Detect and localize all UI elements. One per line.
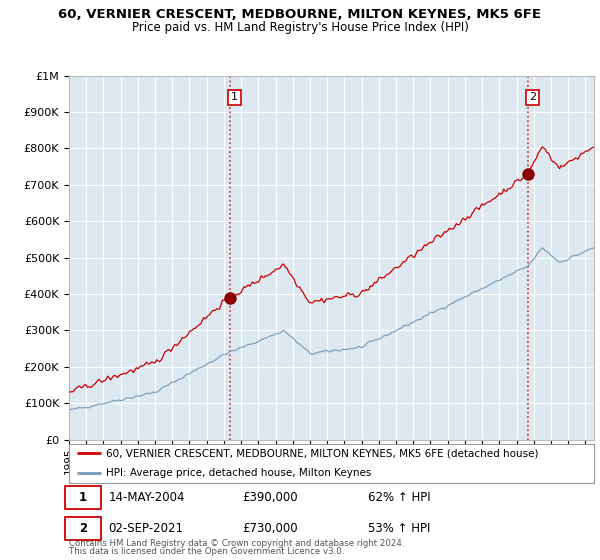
Text: £730,000: £730,000 — [242, 522, 298, 535]
Text: 2: 2 — [529, 92, 536, 102]
Text: 14-MAY-2004: 14-MAY-2004 — [109, 491, 185, 504]
Text: 62% ↑ HPI: 62% ↑ HPI — [368, 491, 431, 504]
Text: 1: 1 — [79, 491, 87, 504]
Text: This data is licensed under the Open Government Licence v3.0.: This data is licensed under the Open Gov… — [69, 547, 344, 556]
Text: £390,000: £390,000 — [242, 491, 298, 504]
Text: 60, VERNIER CRESCENT, MEDBOURNE, MILTON KEYNES, MK5 6FE (detached house): 60, VERNIER CRESCENT, MEDBOURNE, MILTON … — [106, 449, 538, 458]
Text: 53% ↑ HPI: 53% ↑ HPI — [368, 522, 431, 535]
Text: 2: 2 — [79, 522, 87, 535]
FancyBboxPatch shape — [65, 517, 101, 540]
Text: Price paid vs. HM Land Registry's House Price Index (HPI): Price paid vs. HM Land Registry's House … — [131, 21, 469, 34]
FancyBboxPatch shape — [65, 486, 101, 508]
Text: Contains HM Land Registry data © Crown copyright and database right 2024.: Contains HM Land Registry data © Crown c… — [69, 539, 404, 548]
Text: HPI: Average price, detached house, Milton Keynes: HPI: Average price, detached house, Milt… — [106, 468, 371, 478]
Text: 1: 1 — [231, 92, 238, 102]
Text: 02-SEP-2021: 02-SEP-2021 — [109, 522, 184, 535]
Text: 60, VERNIER CRESCENT, MEDBOURNE, MILTON KEYNES, MK5 6FE: 60, VERNIER CRESCENT, MEDBOURNE, MILTON … — [59, 8, 542, 21]
